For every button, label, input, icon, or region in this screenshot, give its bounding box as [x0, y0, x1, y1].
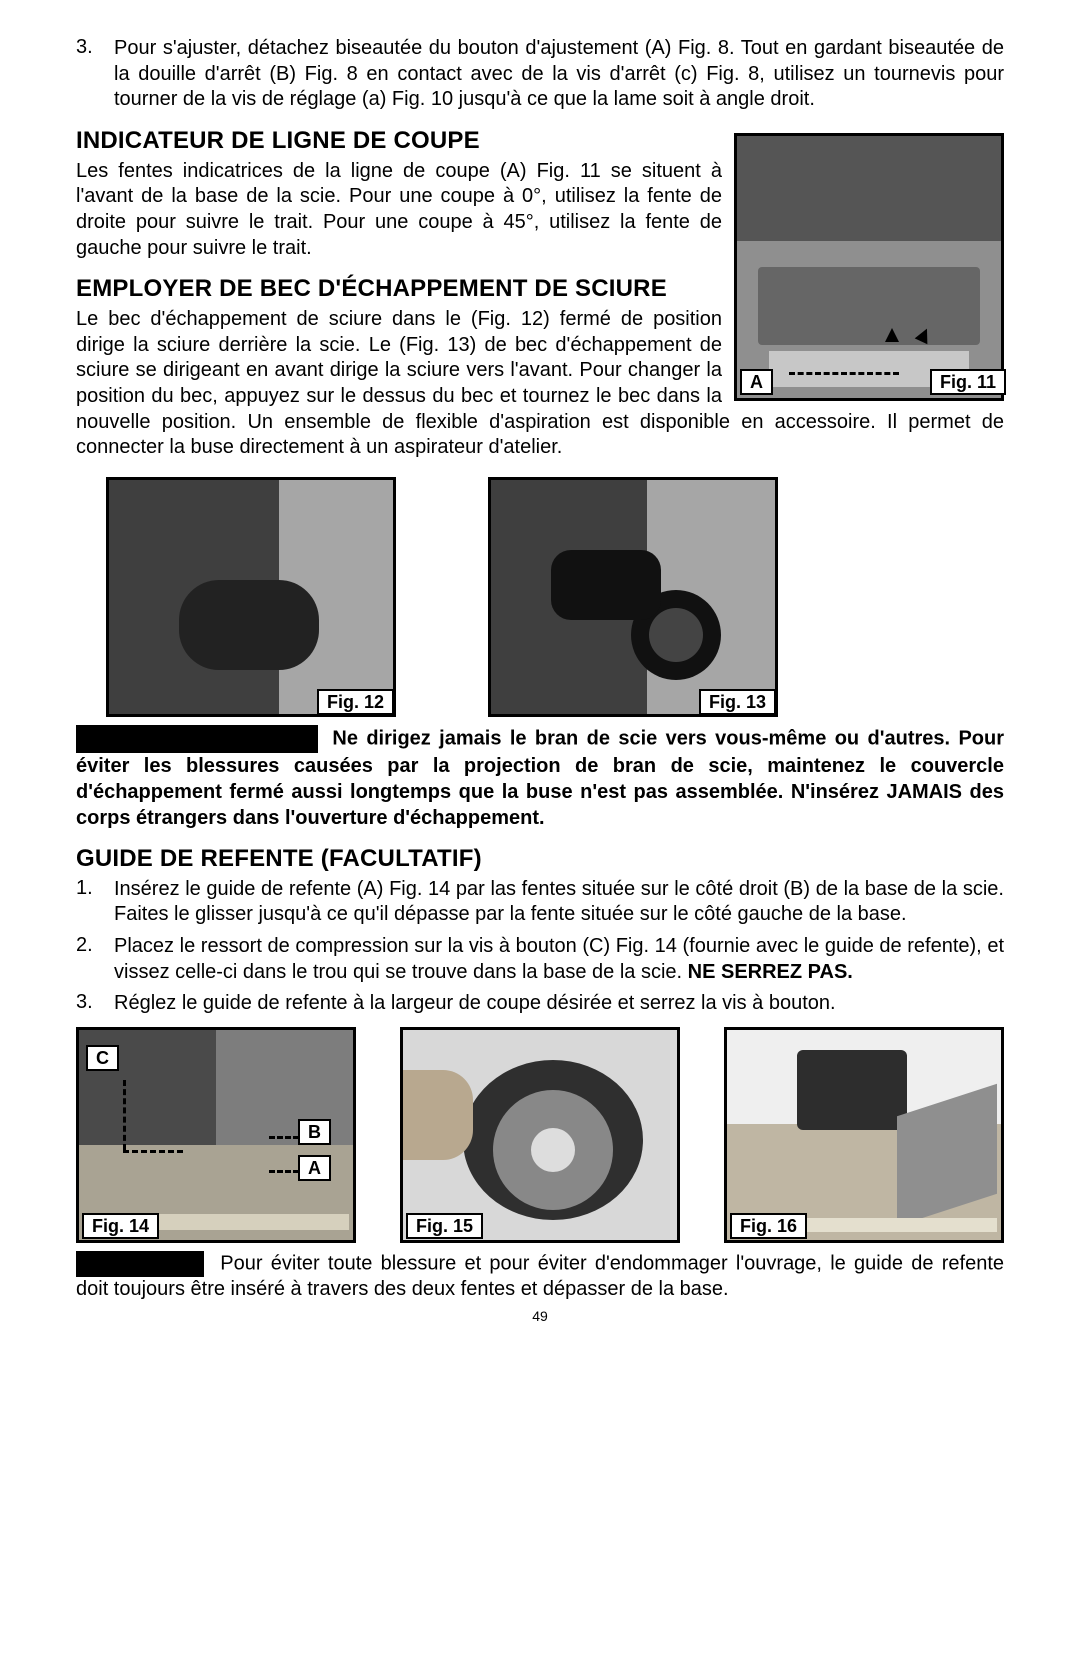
page-number: 49	[76, 1308, 1004, 1324]
figure-12: Fig. 12	[106, 477, 396, 717]
figure-16-label: Fig. 16	[730, 1213, 807, 1239]
figure-11-callout-a: A	[740, 369, 773, 395]
figure-15: Fig. 15	[400, 1027, 680, 1243]
figure-12-label: Fig. 12	[317, 689, 394, 715]
figure-15-label: Fig. 15	[406, 1213, 483, 1239]
figure-11-label: Fig. 11	[930, 369, 1006, 395]
section-block-with-fig11: A Fig. 11 INDICATEUR DE LIGNE DE COUPE L…	[76, 127, 1004, 467]
figure-row-14-16: C B A Fig. 14 Fig. 15 Fig. 16	[76, 1027, 1004, 1243]
figure-13: Fig. 13	[488, 477, 778, 717]
manual-page: 3. Pour s'ajuster, détachez biseautée du…	[0, 0, 1080, 1669]
warning-icon	[76, 725, 318, 753]
ordered-text: Insérez le guide de refente (A) Fig. 14 …	[114, 877, 1004, 928]
figure-14-label: Fig. 14	[82, 1213, 159, 1239]
footer-text: Pour éviter toute blessure et pour évite…	[76, 1252, 1004, 1300]
ordered-text: Pour s'ajuster, détachez biseautée du bo…	[114, 36, 1004, 113]
rip-guide-step-2: 2. Placez le ressort de compression sur …	[76, 934, 1004, 985]
warning-icon	[76, 1251, 204, 1277]
ordered-text: Placez le ressort de compression sur la …	[114, 934, 1004, 985]
step2-text-b: NE SERREZ PAS.	[688, 961, 853, 983]
figure-11: A Fig. 11	[734, 133, 1004, 401]
ordered-number: 3.	[76, 36, 114, 113]
ordered-number: 3.	[76, 991, 114, 1017]
figure-13-label: Fig. 13	[699, 689, 776, 715]
section-title-rip-guide: GUIDE DE REFENTE (FACULTATIF)	[76, 845, 1004, 873]
figure-14-callout-b: B	[298, 1119, 331, 1145]
warning-sawdust: Ne dirigez jamais le bran de scie vers v…	[76, 725, 1004, 831]
ordered-item-3: 3. Pour s'ajuster, détachez biseautée du…	[76, 36, 1004, 113]
footer-warning: Pour éviter toute blessure et pour évite…	[76, 1251, 1004, 1303]
rip-guide-step-1: 1. Insérez le guide de refente (A) Fig. …	[76, 877, 1004, 928]
ordered-number: 1.	[76, 877, 114, 928]
ordered-text: Réglez le guide de refente à la largeur …	[114, 991, 1004, 1017]
ordered-number: 2.	[76, 934, 114, 985]
figure-14: C B A Fig. 14	[76, 1027, 356, 1243]
figure-row-12-13: Fig. 12 Fig. 13	[76, 477, 1004, 717]
rip-guide-step-3: 3. Réglez le guide de refente à la large…	[76, 991, 1004, 1017]
figure-14-callout-a: A	[298, 1155, 331, 1181]
step2-text-a: Placez le ressort de compression sur la …	[114, 935, 1004, 983]
figure-16: Fig. 16	[724, 1027, 1004, 1243]
figure-14-callout-c: C	[86, 1045, 119, 1071]
